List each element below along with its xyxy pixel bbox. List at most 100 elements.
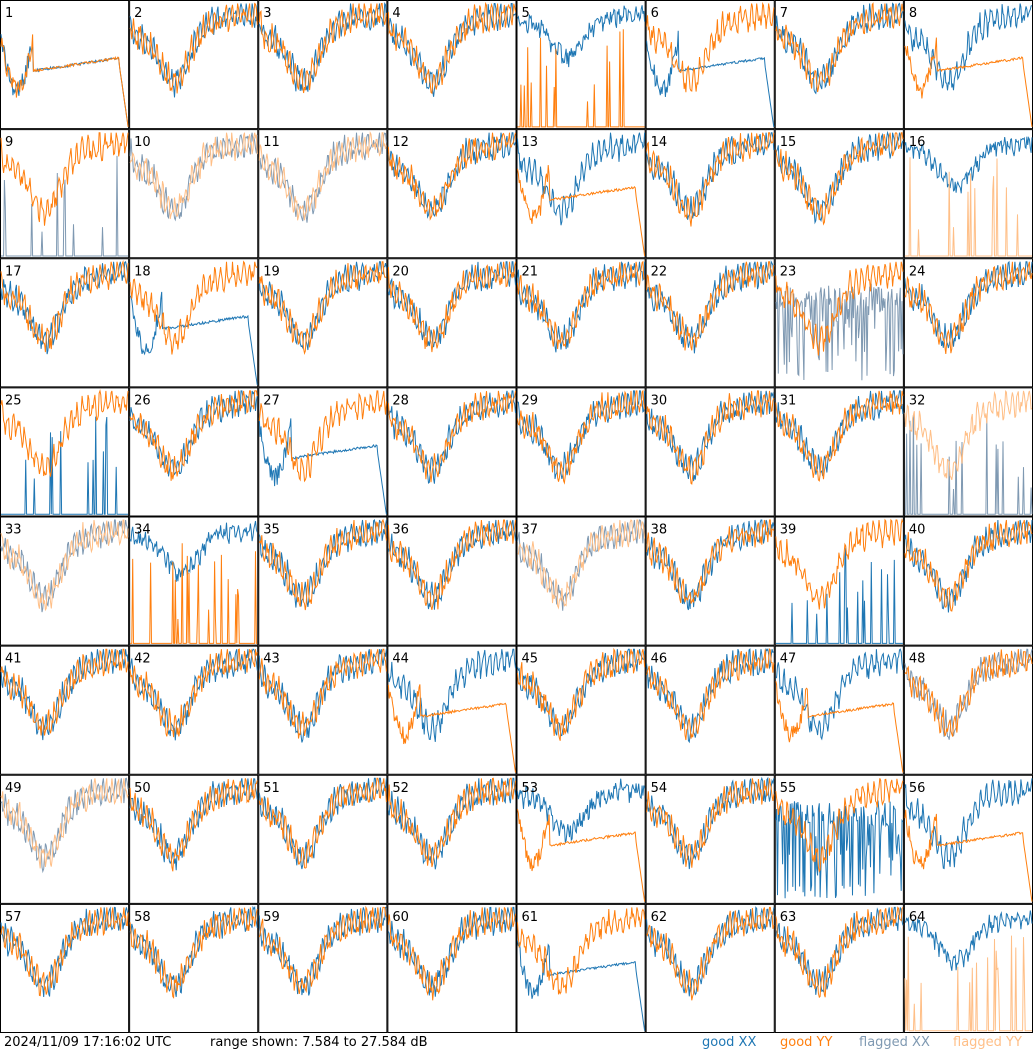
series-xx-line <box>129 3 258 98</box>
panel-frame <box>129 129 259 259</box>
panel-44: 44 <box>387 645 517 775</box>
panel-frame <box>129 645 259 775</box>
panel-53: 53 <box>516 774 646 904</box>
legend-good-yy: good YY <box>780 1035 833 1050</box>
series-xx-line <box>775 130 904 225</box>
panel-frame <box>258 645 388 775</box>
panel-number: 5 <box>522 6 530 21</box>
panel-59: 59 <box>258 903 388 1033</box>
panel-number: 56 <box>909 781 926 796</box>
panel-frame <box>774 387 904 517</box>
series-yy-line <box>904 37 1033 127</box>
panel-number: 24 <box>909 264 926 279</box>
panel-number: 30 <box>651 393 668 408</box>
series-yy-line <box>0 778 129 869</box>
panel-frame <box>516 0 646 130</box>
panel-62: 62 <box>645 903 775 1033</box>
series-yy-line <box>0 389 129 477</box>
panel-21: 21 <box>516 258 646 388</box>
panel-number: 28 <box>392 393 409 408</box>
series-xx-line <box>1 155 129 257</box>
panel-number: 57 <box>5 910 22 925</box>
panel-number: 54 <box>651 781 668 796</box>
panel-57: 57 <box>0 903 130 1033</box>
panel-9: 9 <box>0 129 130 259</box>
series-yy-line <box>387 684 516 773</box>
series-yy-line <box>646 390 775 485</box>
panel-30: 30 <box>645 387 775 517</box>
panel-number: 49 <box>5 781 22 796</box>
panel-number: 48 <box>909 652 926 667</box>
series-xx-line <box>258 649 387 743</box>
series-xx-line <box>387 519 516 610</box>
panel-29: 29 <box>516 387 646 517</box>
panel-frame <box>129 774 259 904</box>
panel-number: 34 <box>134 523 151 538</box>
panel-number: 11 <box>263 135 280 150</box>
panel-number: 19 <box>263 264 280 279</box>
series-yy-line <box>517 29 645 128</box>
panel-frame <box>387 258 517 388</box>
panel-number: 51 <box>263 781 280 796</box>
series-xx-line <box>0 777 129 874</box>
panel-17: 17 <box>0 258 130 388</box>
panel-number: 43 <box>263 652 280 667</box>
panel-number: 47 <box>780 652 797 667</box>
series-yy-line <box>904 649 1033 737</box>
series-yy-line <box>517 907 646 995</box>
series-yy-line <box>0 519 129 612</box>
panel-number: 14 <box>651 135 668 150</box>
panel-number: 40 <box>909 523 926 538</box>
panel-46: 46 <box>645 645 775 775</box>
panel-23: 23 <box>774 258 904 388</box>
panel-frame <box>516 258 646 388</box>
series-yy-line <box>0 907 129 997</box>
panel-number: 6 <box>651 6 659 21</box>
series-xx-line <box>646 30 775 127</box>
series-xx-line <box>904 910 1033 971</box>
series-yy-line <box>517 808 646 902</box>
series-xx-line <box>258 261 387 351</box>
panel-33: 33 <box>0 516 130 646</box>
timestamp: 2024/11/09 17:16:02 UTC <box>4 1035 172 1050</box>
panel-number: 10 <box>134 135 151 150</box>
panel-frame <box>387 129 517 259</box>
series-yy-line <box>775 132 904 226</box>
panel-number: 32 <box>909 393 926 408</box>
series-yy-line <box>387 777 516 868</box>
series-xx-line <box>517 519 646 611</box>
series-yy-line <box>130 543 258 644</box>
series-xx-line <box>646 519 775 611</box>
panel-frame <box>645 903 775 1033</box>
series-yy-line <box>258 390 387 483</box>
legend-flagged-yy: flagged YY <box>953 1035 1022 1050</box>
panel-5: 5 <box>516 0 646 130</box>
series-xx-line <box>517 261 646 353</box>
panel-16: 16 <box>903 129 1033 259</box>
series-yy-line <box>646 132 775 227</box>
panel-frame <box>258 0 388 130</box>
panel-number: 44 <box>392 652 409 667</box>
series-yy-line <box>775 778 904 873</box>
series-yy-line <box>775 906 904 999</box>
series-yy-line <box>129 907 258 999</box>
series-xx-line <box>517 390 646 480</box>
series-yy-line <box>775 390 904 482</box>
series-yy-line <box>387 519 516 611</box>
panel-number: 52 <box>392 781 409 796</box>
panel-61: 61 <box>516 903 646 1033</box>
series-xx-line <box>517 778 646 843</box>
series-xx-line <box>646 906 775 997</box>
panel-frame <box>258 516 388 646</box>
panel-frame <box>516 903 646 1033</box>
series-xx-line <box>517 5 646 68</box>
panel-frame <box>903 0 1033 130</box>
series-xx-line <box>904 136 1033 194</box>
panel-32: 32 <box>903 387 1033 517</box>
series-xx-line <box>129 291 258 386</box>
series-xx-line <box>0 519 129 613</box>
series-yy-line <box>258 777 387 869</box>
panel-number: 41 <box>5 652 22 667</box>
panel-number: 42 <box>134 652 151 667</box>
series-yy-line <box>904 261 1033 354</box>
